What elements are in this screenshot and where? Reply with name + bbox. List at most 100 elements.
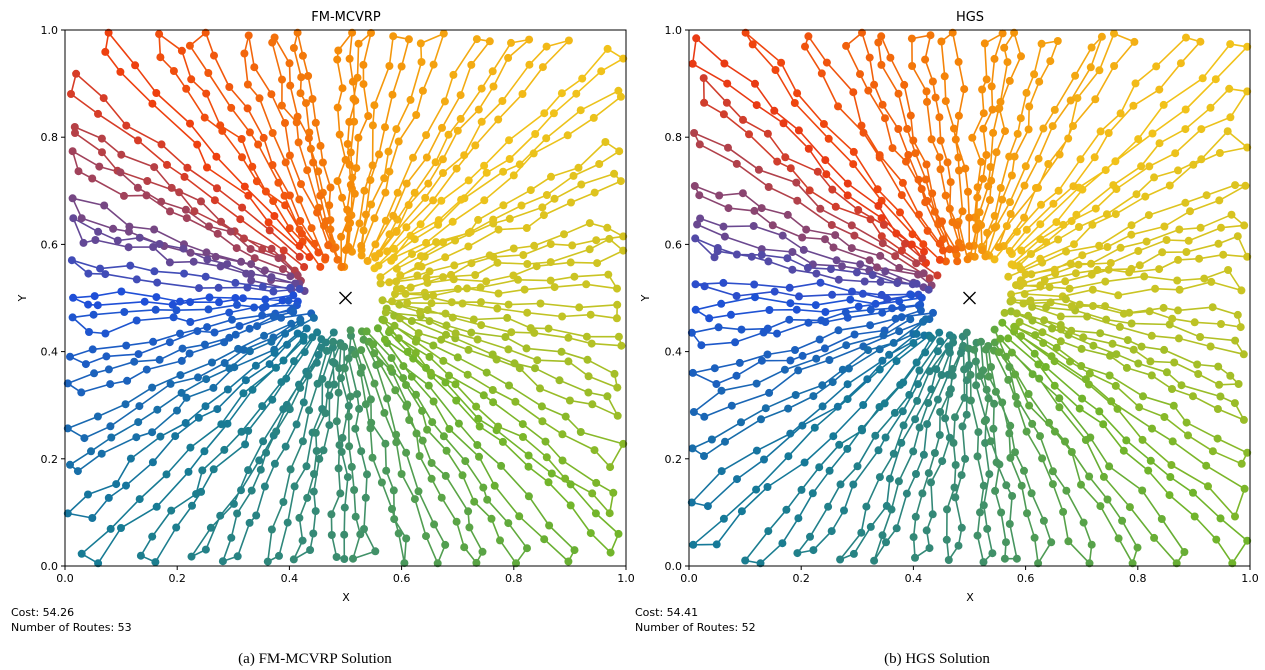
- customer-point: [852, 268, 861, 277]
- customer-point: [385, 278, 394, 287]
- customer-point: [844, 364, 853, 373]
- customer-point: [824, 502, 833, 511]
- customer-point: [171, 432, 180, 441]
- customer-point: [794, 514, 803, 523]
- customer-point: [371, 547, 380, 556]
- customer-point: [1077, 344, 1086, 353]
- customer-point: [503, 313, 512, 322]
- customer-point: [422, 532, 430, 541]
- customer-point: [794, 366, 803, 375]
- customer-point: [267, 273, 276, 282]
- customer-point: [370, 214, 379, 223]
- customer-point: [150, 163, 159, 172]
- route-line: [993, 36, 1202, 260]
- customer-point: [347, 462, 356, 471]
- customer-point: [998, 398, 1007, 407]
- customer-point: [1208, 447, 1217, 456]
- customer-point: [282, 374, 291, 383]
- customer-point: [172, 306, 181, 315]
- customer-point: [421, 193, 430, 202]
- customer-point: [437, 335, 446, 344]
- customer-point: [739, 115, 747, 124]
- customer-point: [183, 163, 192, 172]
- customer-point: [951, 245, 960, 254]
- customer-point: [828, 378, 837, 387]
- customer-point: [277, 101, 286, 110]
- customer-point: [396, 271, 405, 280]
- customer-point: [1015, 318, 1024, 326]
- customer-point: [785, 315, 794, 324]
- customer-point: [1002, 222, 1011, 231]
- customer-point: [346, 326, 355, 335]
- customer-point: [988, 105, 997, 114]
- customer-point: [1190, 512, 1199, 521]
- customer-point: [329, 328, 338, 337]
- customer-point: [989, 128, 998, 137]
- customer-point: [163, 160, 171, 169]
- customer-point: [877, 290, 886, 299]
- customer-point: [430, 520, 439, 529]
- customer-point: [515, 364, 524, 373]
- customer-point: [422, 363, 430, 372]
- customer-point: [732, 250, 741, 259]
- customer-point: [751, 293, 759, 302]
- customer-point: [165, 338, 174, 347]
- customer-point: [1150, 533, 1159, 542]
- customer-point: [346, 392, 355, 401]
- customer-point: [973, 193, 982, 202]
- customer-point: [1200, 274, 1209, 283]
- customer-point: [134, 350, 143, 359]
- customer-point: [182, 84, 191, 93]
- customer-point: [322, 346, 331, 355]
- customer-point: [413, 271, 422, 280]
- customer-point: [445, 371, 453, 380]
- customer-point: [1174, 166, 1182, 175]
- customer-point: [705, 314, 714, 323]
- customer-point: [1217, 320, 1225, 328]
- customer-point: [990, 399, 999, 408]
- customer-point: [442, 330, 450, 339]
- customer-point: [881, 433, 890, 442]
- customer-point: [1036, 254, 1045, 263]
- customer-point: [504, 345, 513, 354]
- customer-point: [156, 432, 165, 441]
- customer-point: [116, 67, 125, 76]
- customer-point: [988, 549, 997, 558]
- customer-point: [1240, 484, 1249, 493]
- customer-point: [153, 405, 162, 414]
- customer-point: [1001, 127, 1009, 136]
- customer-point: [260, 482, 269, 491]
- customer-point: [169, 67, 178, 75]
- customer-point: [200, 113, 209, 122]
- customer-point: [306, 546, 315, 554]
- customer-point: [215, 298, 223, 307]
- customer-point: [504, 519, 513, 528]
- customer-point: [912, 358, 921, 367]
- customer-point: [909, 339, 918, 347]
- customer-point: [362, 327, 371, 336]
- customer-point: [895, 327, 904, 336]
- customer-point: [547, 172, 555, 181]
- customer-point: [74, 167, 83, 176]
- customer-point: [439, 29, 448, 38]
- customer-point: [475, 422, 484, 431]
- customer-point: [453, 284, 462, 293]
- x-ticks: 0.0 0.2 0.4 0.6 0.8 1.0: [56, 566, 635, 585]
- customer-point: [325, 201, 334, 210]
- customer-point: [297, 73, 306, 82]
- customer-point: [804, 318, 813, 327]
- customer-point: [370, 264, 379, 273]
- customer-point: [813, 167, 822, 176]
- customer-point: [1162, 236, 1171, 244]
- customer-point: [842, 41, 851, 50]
- customer-point: [928, 510, 937, 519]
- customer-point: [1004, 375, 1013, 384]
- customer-point: [863, 375, 872, 384]
- customer-point: [496, 536, 504, 545]
- x-tick-label: 0.0: [56, 572, 74, 585]
- customer-point: [918, 254, 927, 263]
- customer-point: [1053, 37, 1062, 45]
- customer-point: [547, 469, 556, 478]
- customer-point: [329, 337, 338, 346]
- customer-point: [329, 343, 337, 352]
